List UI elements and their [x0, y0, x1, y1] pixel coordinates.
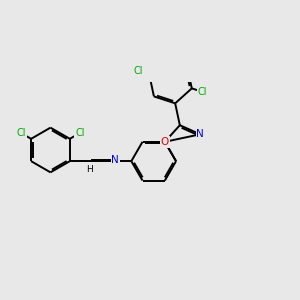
Text: Cl: Cl	[198, 87, 207, 97]
Text: N: N	[196, 129, 204, 139]
Text: O: O	[161, 137, 169, 147]
Text: Cl: Cl	[134, 66, 143, 76]
Text: H: H	[86, 165, 93, 174]
Text: Cl: Cl	[16, 128, 26, 138]
Text: Cl: Cl	[75, 128, 85, 138]
Text: N: N	[111, 155, 119, 165]
